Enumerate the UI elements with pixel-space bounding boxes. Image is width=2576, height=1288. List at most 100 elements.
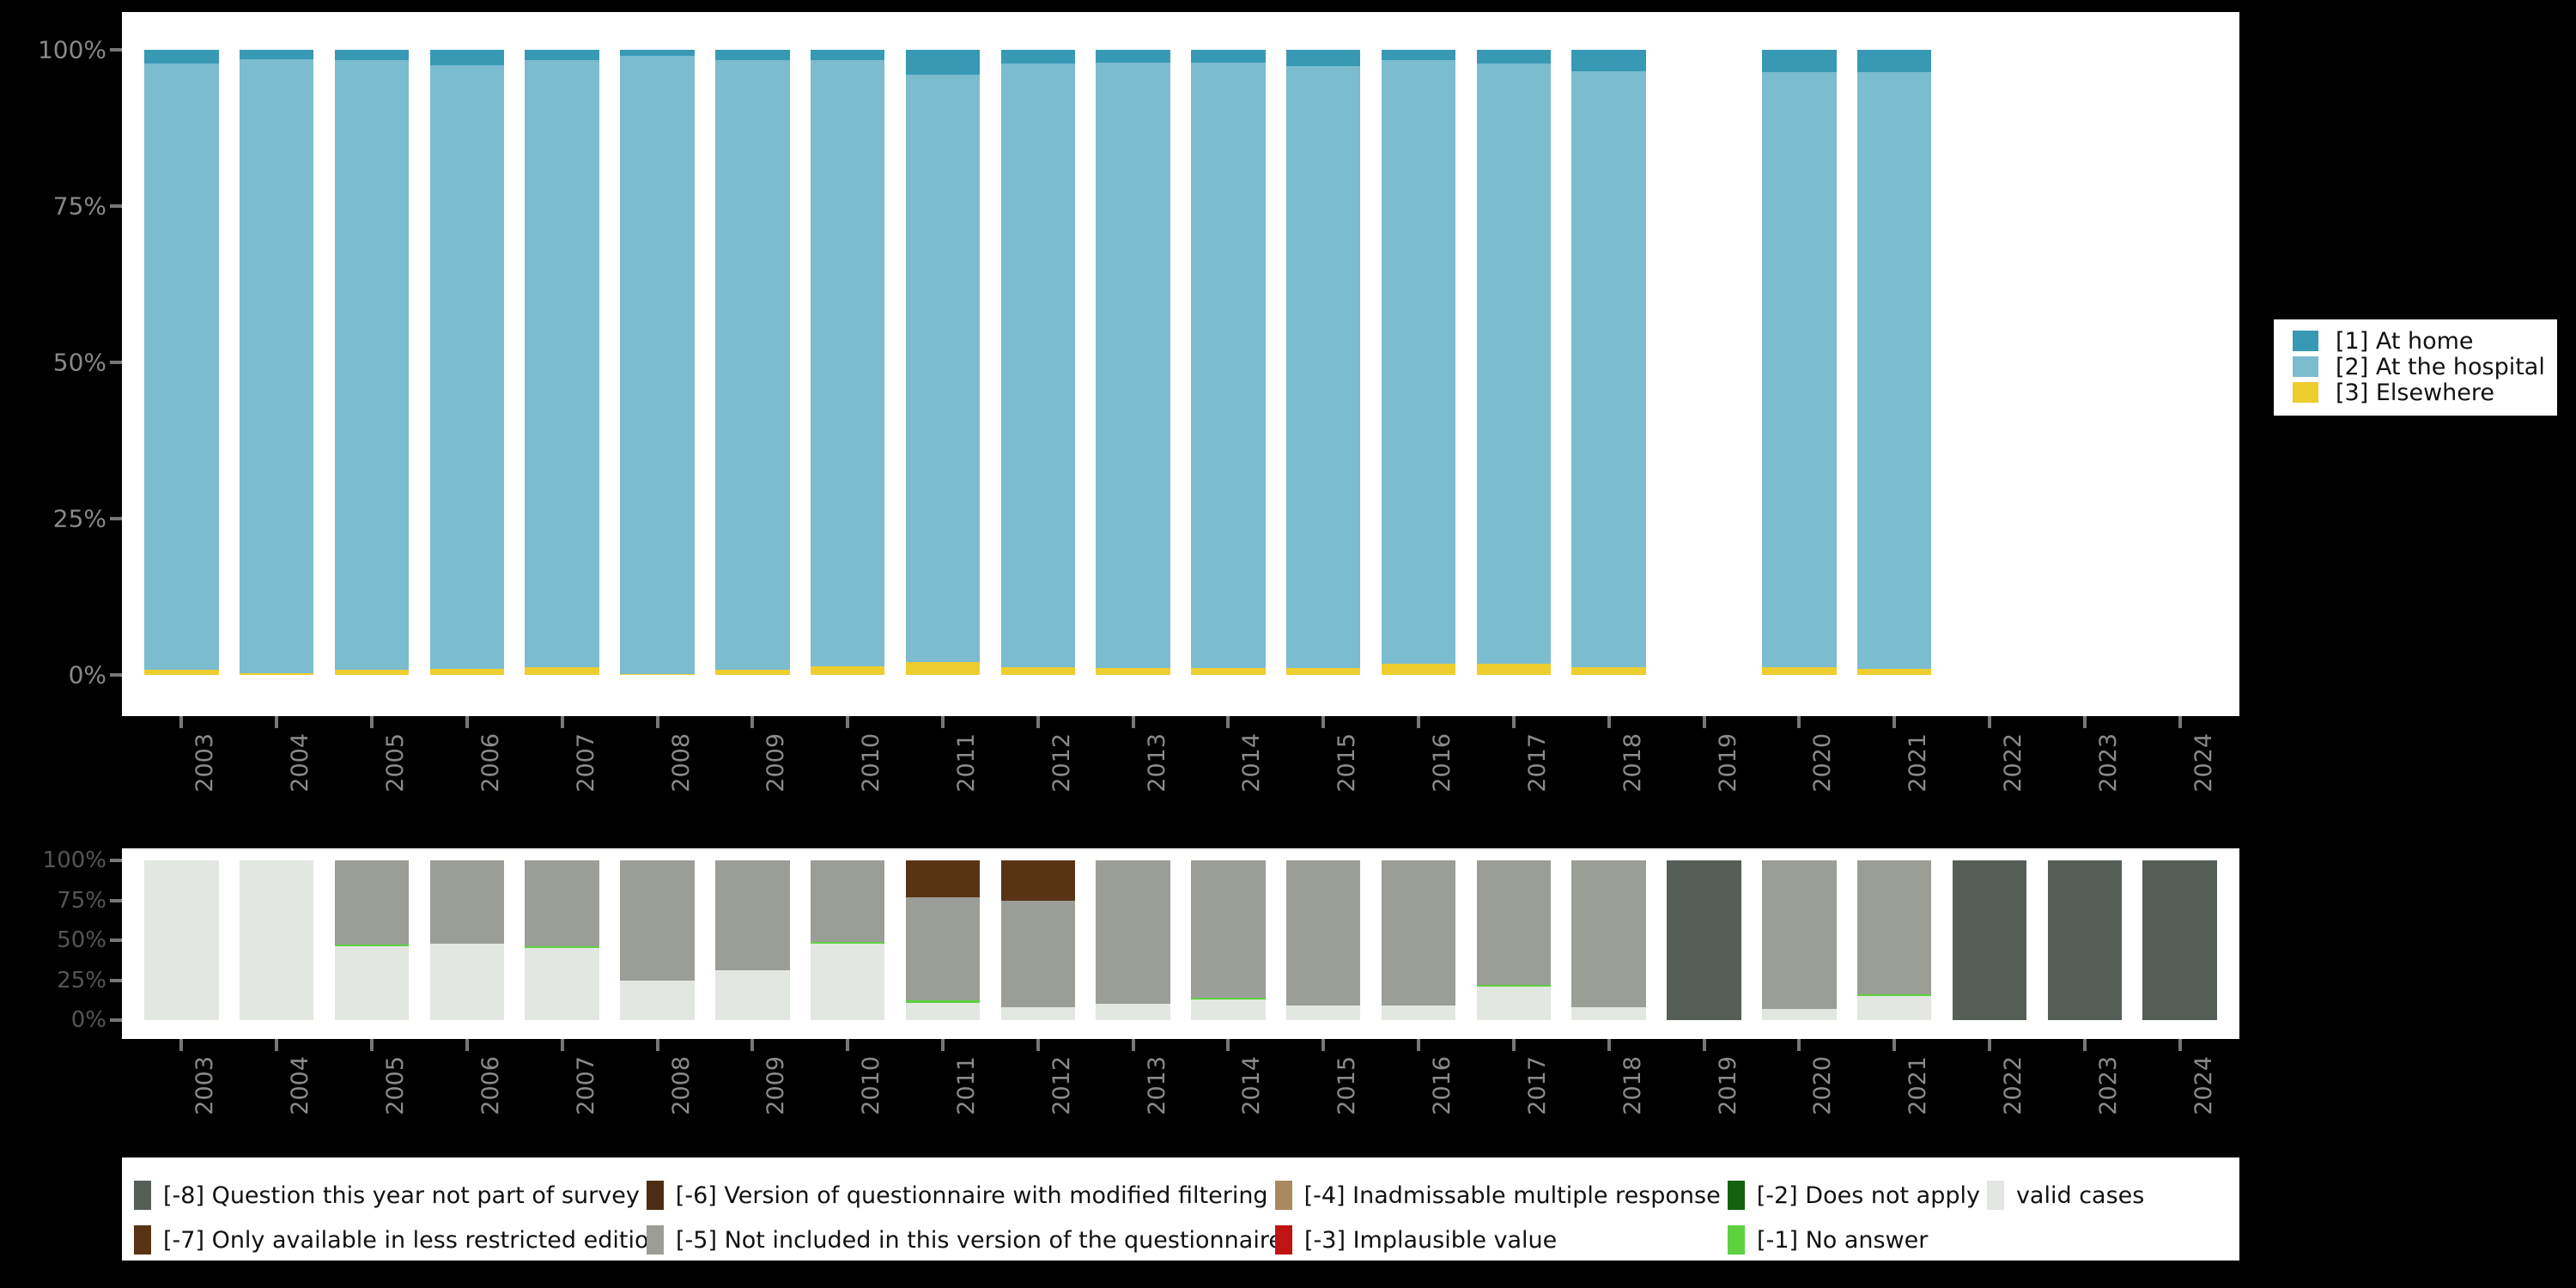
quality-bar-2024[interactable]	[2142, 860, 2217, 1020]
main-segment	[525, 50, 599, 61]
quality-segment	[620, 980, 695, 1020]
main-segment	[1571, 50, 1646, 72]
main-bar-2004[interactable]	[240, 50, 314, 675]
quality-legend-item[interactable]: [-4] Inadmissable multiple response	[1274, 1181, 1728, 1210]
quality-legend-item[interactable]: [-5] Not included in this version of the…	[647, 1225, 1290, 1255]
quality-bar-2020[interactable]	[1762, 860, 1837, 1020]
quality-y-tick-mark	[110, 978, 122, 982]
quality-x-tick-label-2024: 2024	[2190, 1056, 2217, 1115]
quality-legend-item[interactable]: [-1] No answer	[1728, 1225, 1935, 1255]
main-bar-2011[interactable]	[905, 50, 981, 675]
main-bar-2020[interactable]	[1762, 50, 1837, 675]
quality-bar-2023[interactable]	[2047, 860, 2122, 1020]
main-legend-item[interactable]: [2] At the hospital	[2293, 354, 2545, 380]
quality-bar-2005[interactable]	[334, 860, 410, 1020]
main-x-tick-label-2013: 2013	[1143, 733, 1170, 793]
main-segment	[334, 50, 410, 61]
main-x-tick-mark	[1702, 716, 1706, 728]
main-bar-2014[interactable]	[1191, 50, 1266, 675]
main-segment	[240, 672, 314, 675]
quality-chart-x-axis: 2003 2004 2005 2006 2007 2008 2009 2010 2011 2012…	[122, 1039, 2239, 1176]
main-segment	[715, 50, 790, 61]
quality-legend-item[interactable]: [-8] Question this year not part of surv…	[134, 1181, 647, 1210]
main-segment	[1571, 667, 1646, 675]
main-bar-2017[interactable]	[1476, 50, 1552, 675]
quality-x-tick-label-2020: 2020	[1809, 1056, 1837, 1115]
quality-segment	[1381, 860, 1456, 1006]
quality-segment	[905, 1002, 981, 1020]
main-bar-2016[interactable]	[1381, 50, 1456, 675]
quality-bar-2007[interactable]	[525, 860, 599, 1020]
main-bar-2007[interactable]	[525, 50, 599, 675]
quality-bar-2008[interactable]	[620, 860, 695, 1020]
quality-legend-item[interactable]: valid cases	[1986, 1181, 2151, 1210]
quality-bar-2014[interactable]	[1191, 860, 1266, 1020]
main-x-tick-label-2008: 2008	[667, 733, 695, 793]
quality-y-tick-label: 100%	[42, 848, 106, 873]
quality-bar-2022[interactable]	[1952, 860, 2027, 1020]
main-segment	[334, 60, 410, 671]
quality-segment	[1000, 860, 1075, 901]
main-x-tick-label-2007: 2007	[572, 733, 599, 793]
main-segment	[525, 60, 599, 668]
quality-segment	[1286, 1005, 1361, 1020]
quality-bar-2016[interactable]	[1381, 860, 1456, 1020]
main-segment	[1381, 663, 1456, 675]
main-bar-2018[interactable]	[1571, 50, 1646, 675]
main-segment	[715, 60, 790, 671]
main-segment	[1096, 50, 1170, 63]
main-x-tick-mark	[846, 716, 850, 728]
legend-swatch-icon	[2293, 331, 2318, 351]
main-bar-2005[interactable]	[334, 50, 410, 675]
quality-segment	[334, 946, 410, 1020]
quality-bar-2021[interactable]	[1856, 860, 1932, 1020]
main-legend-item[interactable]: [1] At home	[2293, 328, 2545, 355]
quality-bar-2006[interactable]	[429, 860, 505, 1020]
quality-bar-2018[interactable]	[1571, 860, 1646, 1020]
quality-bar-2011[interactable]	[905, 860, 981, 1020]
quality-bar-2012[interactable]	[1000, 860, 1075, 1020]
main-bar-2010[interactable]	[810, 50, 885, 675]
main-segment	[620, 673, 695, 675]
quality-legend-item[interactable]: [-6] Version of questionnaire with modif…	[646, 1181, 1275, 1210]
main-y-tick-label: 25%	[52, 504, 106, 533]
main-bar-2015[interactable]	[1286, 50, 1361, 675]
main-x-tick-mark	[940, 716, 945, 728]
quality-chart-legend: [-8] Question this year not part of surv…	[122, 1157, 2239, 1261]
quality-y-tick-mark	[110, 898, 122, 902]
quality-bar-2013[interactable]	[1096, 860, 1170, 1020]
main-bar-2003[interactable]	[144, 50, 219, 675]
quality-bar-2004[interactable]	[240, 860, 314, 1020]
quality-segment	[810, 943, 885, 1020]
main-x-tick-label-2015: 2015	[1334, 733, 1361, 793]
legend-swatch-icon	[1728, 1225, 1745, 1255]
main-x-tick-mark	[560, 716, 564, 728]
main-legend-item[interactable]: [3] Elsewhere	[2293, 380, 2545, 406]
quality-bar-2015[interactable]	[1286, 860, 1361, 1020]
quality-legend-item[interactable]: [-7] Only available in less restricted e…	[134, 1225, 671, 1255]
quality-x-tick-label-2006: 2006	[477, 1056, 504, 1115]
quality-x-tick-mark	[846, 1039, 850, 1051]
quality-bar-2009[interactable]	[715, 860, 790, 1020]
main-bar-2013[interactable]	[1096, 50, 1170, 675]
main-y-tick-mark	[110, 673, 122, 677]
main-x-tick-label-2010: 2010	[858, 733, 885, 793]
main-x-tick-label-2017: 2017	[1523, 733, 1551, 793]
quality-y-tick-mark	[110, 939, 122, 942]
quality-legend-item[interactable]: [-3] Implausible value	[1275, 1225, 1564, 1255]
main-bar-2006[interactable]	[429, 50, 505, 675]
quality-x-tick-mark	[275, 1039, 279, 1051]
main-x-tick-label-2012: 2012	[1048, 733, 1075, 793]
main-bar-2008[interactable]	[620, 50, 695, 675]
quality-bar-2010[interactable]	[810, 860, 885, 1020]
quality-bar-2003[interactable]	[144, 860, 219, 1020]
quality-x-tick-mark	[2082, 1039, 2087, 1051]
quality-x-tick-mark	[1702, 1039, 1706, 1051]
quality-legend-item[interactable]: [-2] Does not apply	[1727, 1181, 1987, 1210]
quality-bar-2017[interactable]	[1476, 860, 1552, 1020]
quality-x-tick-mark	[1417, 1039, 1421, 1051]
main-bar-2009[interactable]	[715, 50, 790, 675]
quality-bar-2019[interactable]	[1667, 860, 1741, 1020]
main-bar-2021[interactable]	[1856, 50, 1932, 675]
main-bar-2012[interactable]	[1000, 50, 1075, 675]
